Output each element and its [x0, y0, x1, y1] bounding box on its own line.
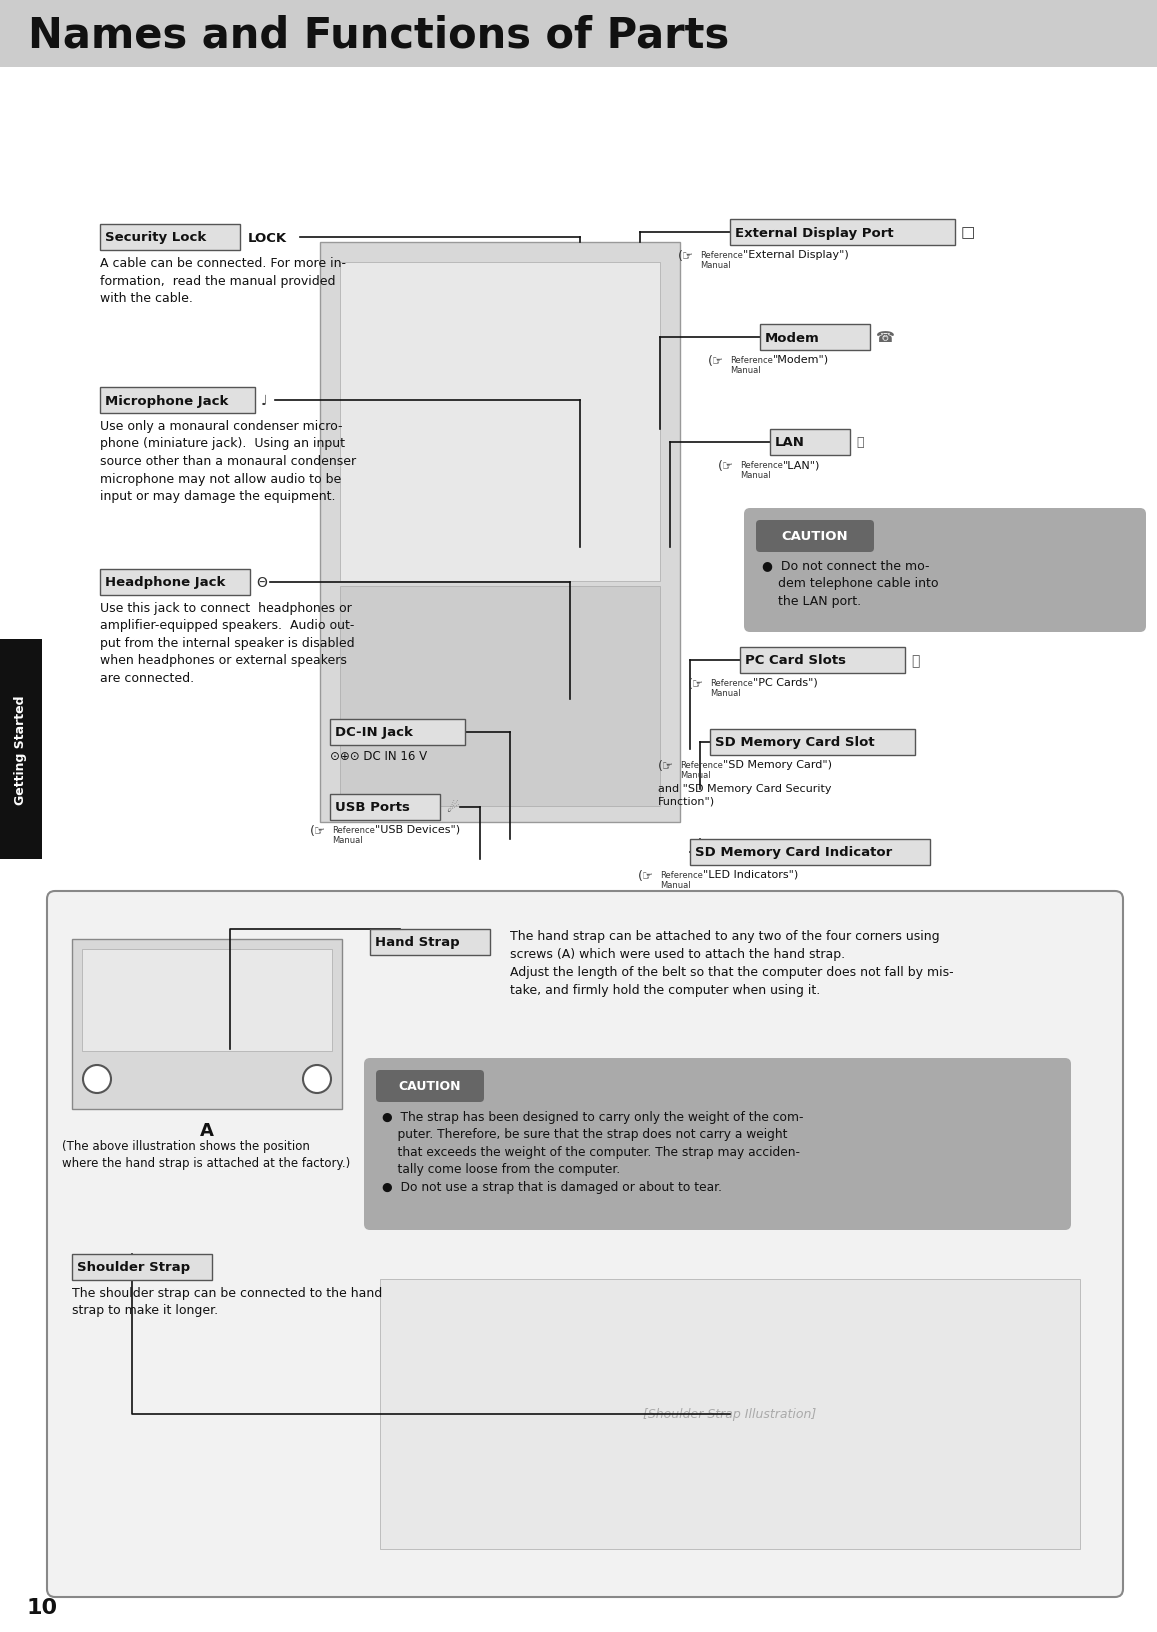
Text: LOCK: LOCK [248, 232, 287, 245]
Text: 10: 10 [27, 1598, 58, 1617]
Text: (The above illustration shows the position
where the hand strap is attached at t: (The above illustration shows the positi… [62, 1139, 351, 1170]
Bar [0, 640, 42, 860]
Text: Reference
Manual: Reference Manual [740, 460, 783, 480]
Bar [72, 1255, 212, 1279]
Text: CAUTION: CAUTION [399, 1080, 462, 1093]
Bar [100, 388, 255, 415]
Text: (☞: (☞ [708, 354, 724, 367]
Text: USB Ports: USB Ports [336, 801, 410, 814]
Text: Reference
Manual: Reference Manual [730, 356, 773, 375]
Text: ⎕: ⎕ [911, 653, 920, 667]
Text: Use only a monaural condenser micro-
phone (miniature jack).  Using an input
sou: Use only a monaural condenser micro- pho… [100, 419, 356, 503]
Bar [379, 1279, 1079, 1549]
Text: DC-IN Jack: DC-IN Jack [336, 726, 413, 739]
Bar [72, 940, 342, 1110]
Text: Security Lock: Security Lock [105, 232, 206, 245]
Text: "External Display"): "External Display") [743, 250, 849, 259]
Text: Θ: Θ [256, 576, 267, 589]
Text: and "SD Memory Card Security
Function"): and "SD Memory Card Security Function") [658, 783, 832, 806]
Bar [760, 325, 870, 351]
Text: The hand strap can be attached to any two of the four corners using
screws (A) w: The hand strap can be attached to any tw… [510, 930, 953, 997]
Text: □: □ [961, 225, 975, 240]
Bar [330, 720, 465, 746]
FancyBboxPatch shape [47, 891, 1123, 1598]
Bar [330, 795, 440, 821]
Text: Microphone Jack: Microphone Jack [105, 395, 228, 408]
Text: Reference
Manual: Reference Manual [680, 761, 723, 780]
Text: Use this jack to connect  headphones or
amplifier-equipped speakers.  Audio out-: Use this jack to connect headphones or a… [100, 602, 355, 684]
Circle shape [303, 1066, 331, 1093]
Text: SD Memory Card Slot: SD Memory Card Slot [715, 736, 875, 749]
Bar [690, 839, 930, 865]
Bar [0, 0, 1157, 69]
Text: "LED Indicators"): "LED Indicators") [703, 870, 798, 880]
Text: (☞: (☞ [718, 460, 735, 473]
Text: ⊙⊕⊙ DC IN 16 V: ⊙⊕⊙ DC IN 16 V [330, 749, 427, 762]
Circle shape [83, 1066, 111, 1093]
Text: Modem: Modem [765, 331, 820, 344]
Text: Reference
Manual: Reference Manual [332, 826, 375, 845]
Text: (☞: (☞ [310, 824, 326, 837]
FancyBboxPatch shape [376, 1071, 484, 1102]
Bar [370, 930, 491, 955]
Bar [771, 429, 850, 455]
Text: ♩: ♩ [261, 393, 267, 408]
Text: Reference
Manual: Reference Manual [659, 870, 702, 889]
FancyBboxPatch shape [744, 509, 1145, 633]
Text: (☞: (☞ [658, 759, 675, 772]
Bar [340, 586, 659, 806]
Text: A cable can be connected. For more in-
formation,  read the manual provided
with: A cable can be connected. For more in- f… [100, 256, 346, 305]
Text: Shoulder Strap: Shoulder Strap [78, 1262, 190, 1273]
Text: ●  Do not connect the mo-
    dem telephone cable into
    the LAN port.: ● Do not connect the mo- dem telephone c… [762, 558, 938, 607]
Text: Names and Functions of Parts: Names and Functions of Parts [28, 15, 729, 57]
FancyBboxPatch shape [364, 1058, 1071, 1231]
Bar [710, 730, 915, 756]
Bar [340, 263, 659, 581]
Text: Headphone Jack: Headphone Jack [105, 576, 226, 589]
Text: Reference
Manual: Reference Manual [700, 251, 743, 271]
Text: Getting Started: Getting Started [15, 695, 28, 805]
Text: "Modem"): "Modem") [773, 354, 830, 366]
Text: Reference
Manual: Reference Manual [710, 679, 753, 698]
Text: Hand Strap: Hand Strap [375, 935, 459, 948]
Bar [100, 225, 239, 251]
Text: LAN: LAN [775, 436, 805, 449]
Text: "PC Cards"): "PC Cards") [753, 677, 818, 687]
Bar [320, 243, 680, 823]
Text: (☞: (☞ [638, 870, 654, 883]
Text: "LAN"): "LAN") [783, 460, 820, 470]
Text: SD Memory Card Indicator: SD Memory Card Indicator [695, 845, 892, 858]
Text: ●  The strap has been designed to carry only the weight of the com-
    puter. T: ● The strap has been designed to carry o… [382, 1110, 803, 1193]
Text: ☎: ☎ [876, 330, 896, 346]
Bar [100, 570, 250, 596]
Text: External Display Port: External Display Port [735, 227, 893, 240]
Text: PC Card Slots: PC Card Slots [745, 654, 846, 667]
Bar [82, 950, 332, 1051]
FancyBboxPatch shape [756, 521, 874, 553]
Bar [740, 648, 905, 674]
Text: ☄: ☄ [445, 801, 458, 814]
Text: "SD Memory Card"): "SD Memory Card") [723, 759, 832, 770]
Text: The shoulder strap can be connected to the hand
strap to make it longer.: The shoulder strap can be connected to t… [72, 1286, 382, 1317]
Text: (☞: (☞ [688, 677, 705, 690]
Text: (☞: (☞ [678, 250, 694, 263]
Text: 网: 网 [856, 436, 863, 449]
Text: [Shoulder Strap Illustration]: [Shoulder Strap Illustration] [643, 1408, 817, 1420]
Text: "USB Devices"): "USB Devices") [375, 824, 460, 834]
Text: A: A [200, 1121, 214, 1139]
Text: CAUTION: CAUTION [782, 530, 848, 543]
Bar [730, 220, 955, 246]
